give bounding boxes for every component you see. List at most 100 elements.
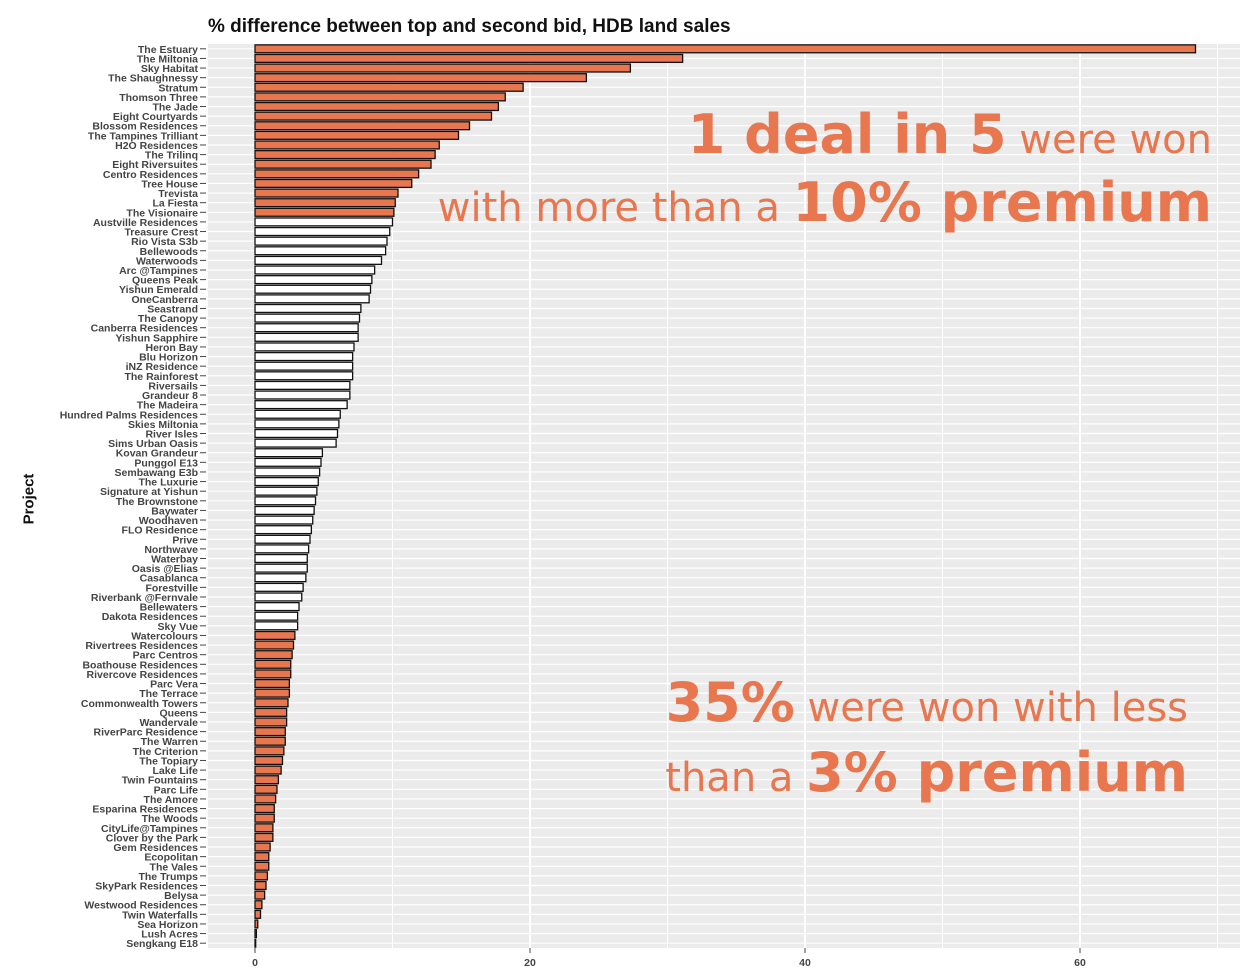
bar [254, 832, 274, 842]
annotation-bottom: 35% were won with less than a 3% premium [665, 676, 1188, 800]
bar [254, 476, 319, 487]
bar [254, 746, 285, 756]
y-tick-label: Sky Vue [158, 621, 199, 633]
bar [254, 275, 373, 285]
bar [254, 121, 471, 131]
bar [254, 150, 436, 160]
bar [254, 111, 493, 121]
y-tick-label: Bellewaters [140, 602, 199, 614]
bar [254, 226, 391, 237]
y-tick-label: RiverParc Residence [94, 727, 199, 739]
bar [254, 294, 370, 304]
bar [254, 207, 395, 217]
bar [254, 486, 318, 496]
bar [254, 871, 269, 881]
bar [254, 717, 288, 727]
bar [254, 890, 266, 900]
y-tick-label: The Trumps [138, 871, 198, 883]
y-tick-label: The Madeira [137, 400, 198, 412]
y-tick-label: Signature at Yishun [100, 486, 198, 498]
annotation-top-bold-2: 10% premium [792, 171, 1212, 234]
bar [254, 553, 308, 564]
y-tick-label: Oasis @Elias [132, 563, 198, 575]
y-tick-label: The Visionaire [126, 207, 198, 219]
y-tick-label: H2O Residences [115, 140, 198, 152]
bar [254, 852, 270, 862]
y-tick-label: Watercolours [131, 630, 198, 642]
y-tick-label: SkyPark Residences [95, 880, 198, 892]
bar [254, 313, 361, 323]
y-tick-label: Sengkang E18 [126, 938, 198, 950]
bar [254, 82, 524, 92]
y-tick-label: Yishun Sapphire [116, 332, 199, 344]
bar [254, 611, 299, 621]
y-tick-label: Twin Waterfalls [122, 909, 198, 921]
bar [254, 467, 321, 477]
bar [254, 409, 341, 419]
y-tick-label: Tree House [141, 178, 198, 190]
bar [254, 698, 289, 708]
y-tick-label: Lush Acres [141, 929, 198, 941]
x-tick-label: 20 [524, 957, 536, 969]
y-tick-label: Baywater [151, 505, 198, 517]
bar [254, 861, 270, 871]
bar [254, 630, 296, 641]
y-tick-label: Blossom Residences [92, 121, 198, 133]
x-tick-label: 0 [252, 957, 258, 969]
bar [254, 727, 286, 737]
y-tick-label: La Fiesta [152, 198, 198, 210]
y-tick-label: Esparina Residences [92, 804, 198, 816]
y-tick-label: Eight Riversuites [112, 159, 198, 171]
bar [254, 688, 291, 698]
y-tick-label: River Isles [145, 428, 198, 440]
bar [254, 140, 440, 150]
bar [254, 130, 460, 140]
y-tick-label: Sky Habitat [141, 63, 199, 75]
y-tick-label: Trevista [158, 188, 198, 200]
bar [254, 101, 500, 112]
y-tick-label: The Criterion [133, 746, 198, 758]
y-tick-label: Sims Urban Oasis [108, 438, 198, 450]
y-tick-label: The Tampines Trilliant [88, 130, 199, 142]
bar [254, 544, 310, 554]
y-tick-label: Blu Horizon [139, 352, 198, 364]
y-tick-label: Waterwoods [136, 255, 198, 267]
bar [254, 400, 348, 410]
y-tick-label: Seastrand [147, 303, 198, 315]
bar [254, 794, 277, 804]
y-tick-label: Woodhaven [139, 515, 198, 527]
annotation-bottom-bold-2: 3% premium [806, 741, 1188, 804]
y-tick-label: Boathouse Residences [82, 659, 198, 671]
y-tick-label: The Estuary [138, 44, 198, 56]
bar [254, 361, 354, 371]
bar [254, 582, 304, 592]
y-tick-label: Rio Vista S3b [131, 236, 198, 248]
y-tick-label: Parc Centros [133, 650, 199, 662]
y-tick-label: OneCanberra [131, 294, 198, 306]
bar [254, 909, 262, 919]
y-tick-label: The Canopy [138, 313, 198, 325]
bar [254, 803, 275, 814]
bar [254, 255, 383, 265]
bar [254, 92, 506, 102]
bar [254, 419, 340, 429]
y-tick-label: Skies Miltonia [128, 419, 198, 431]
y-tick-label: The Amore [144, 794, 199, 806]
y-tick-label: Rivertrees Residences [85, 640, 198, 652]
annotation-bottom-text-2: than a [665, 755, 807, 801]
bar [254, 938, 257, 948]
bar [254, 755, 284, 766]
y-tick-label: The Trilinq [145, 150, 198, 162]
bar [254, 44, 1197, 54]
y-tick-label: The Luxurie [138, 477, 198, 489]
annotation-top-text-1: were won [1006, 117, 1212, 163]
bar [254, 823, 274, 833]
y-tick-label: Eight Courtyards [113, 111, 198, 123]
bar [254, 448, 324, 458]
bar [254, 496, 317, 506]
bar [254, 563, 308, 573]
y-tick-label: The Brownstone [116, 496, 198, 508]
bar [254, 284, 372, 294]
y-tick-label: Punggol E13 [134, 457, 198, 469]
y-tick-label: Riversails [148, 380, 198, 392]
